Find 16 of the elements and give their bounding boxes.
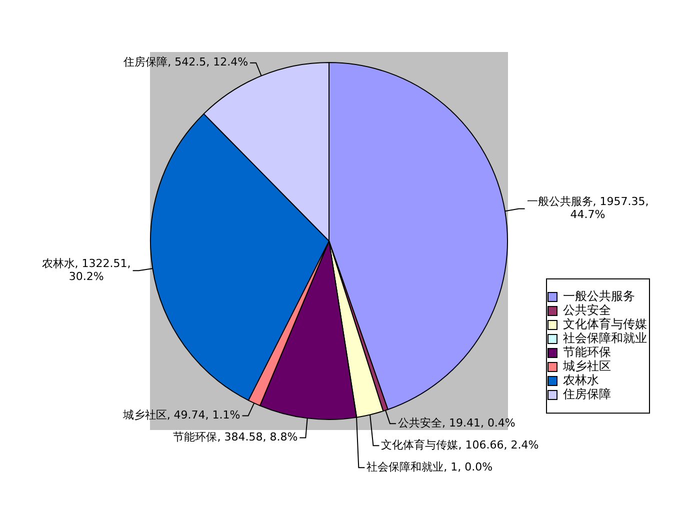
- data-label: 节能环保, 384.58, 8.8%: [173, 430, 298, 444]
- legend-label: 文化体育与传媒: [563, 317, 647, 332]
- legend-label: 社会保障和就业: [563, 331, 647, 346]
- data-label: 公共安全, 19.41, 0.4%: [398, 416, 516, 430]
- data-label: 城乡社区, 49.74, 1.1%: [122, 408, 240, 422]
- data-label: 住房保障, 542.5, 12.4%: [124, 56, 248, 69]
- legend-label: 农林水: [563, 373, 599, 388]
- legend-label: 城乡社区: [562, 359, 611, 374]
- data-label: 农林水, 1322.51, 30.2%: [42, 256, 131, 283]
- data-label: 文化体育与传媒, 106.66, 2.4%: [381, 438, 539, 452]
- data-label: 社会保障和就业, 1, 0.0%: [366, 460, 493, 474]
- legend-label: 节能环保: [563, 345, 611, 360]
- legend-label: 住房保障: [562, 387, 611, 402]
- legend-label: 一般公共服务: [563, 289, 635, 304]
- legend-label: 公共安全: [563, 303, 611, 318]
- data-label: 一般公共服务, 1957.35, 44.7%: [526, 195, 649, 222]
